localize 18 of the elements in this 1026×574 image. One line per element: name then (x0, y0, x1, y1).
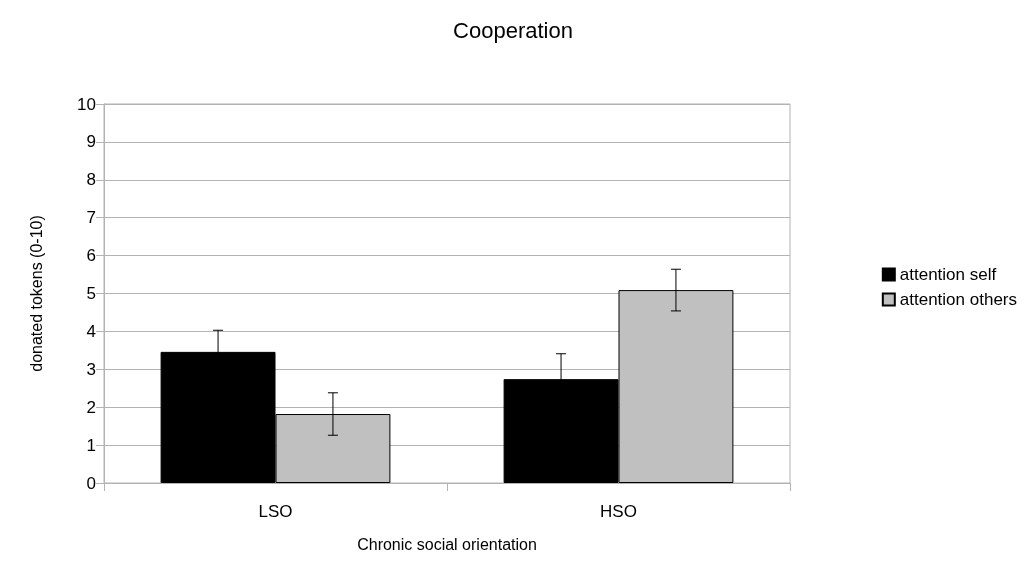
y-tick-label: 8 (86, 170, 96, 190)
x-axis-title: Chronic social orientation (357, 535, 537, 553)
x-tick-label: HSO (600, 502, 637, 521)
y-tick-label: 3 (86, 359, 96, 379)
y-tick-label: 4 (86, 321, 96, 341)
y-tick-label: 7 (86, 208, 96, 228)
legend-label: attention self (899, 265, 997, 284)
legend-label: attention others (899, 290, 1018, 309)
y-tick-label: 2 (86, 397, 96, 417)
y-axis-title: donated tokens (0-10) (27, 215, 45, 372)
y-tick-label: 0 (86, 473, 96, 493)
x-tick-label: LSO (258, 502, 293, 521)
y-tick-label: 1 (86, 435, 96, 455)
chart-title: Cooperation (453, 17, 573, 43)
y-tick-label: 10 (77, 94, 96, 114)
y-tick-label: 5 (86, 284, 96, 303)
y-tick-label: 6 (86, 246, 96, 266)
y-tick-label: 9 (86, 132, 96, 152)
